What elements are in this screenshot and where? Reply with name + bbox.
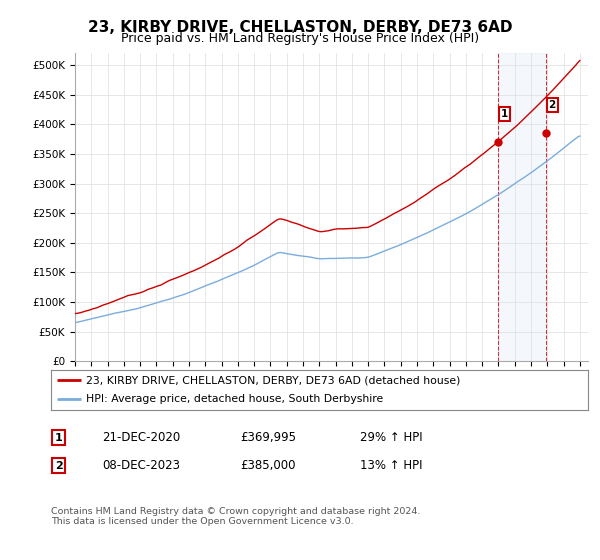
Text: 13% ↑ HPI: 13% ↑ HPI xyxy=(360,459,422,473)
Text: 2: 2 xyxy=(55,461,62,471)
Text: HPI: Average price, detached house, South Derbyshire: HPI: Average price, detached house, Sout… xyxy=(86,394,383,404)
Text: £385,000: £385,000 xyxy=(240,459,296,473)
Text: 23, KIRBY DRIVE, CHELLASTON, DERBY, DE73 6AD: 23, KIRBY DRIVE, CHELLASTON, DERBY, DE73… xyxy=(88,20,512,35)
Text: Contains HM Land Registry data © Crown copyright and database right 2024.
This d: Contains HM Land Registry data © Crown c… xyxy=(51,507,421,526)
Text: 08-DEC-2023: 08-DEC-2023 xyxy=(102,459,180,473)
Bar xyxy=(498,53,546,361)
Text: 1: 1 xyxy=(55,433,62,443)
Text: 29% ↑ HPI: 29% ↑ HPI xyxy=(360,431,422,445)
Text: 1: 1 xyxy=(500,109,508,119)
Text: 21-DEC-2020: 21-DEC-2020 xyxy=(102,431,180,445)
Text: Price paid vs. HM Land Registry's House Price Index (HPI): Price paid vs. HM Land Registry's House … xyxy=(121,32,479,45)
Text: 23, KIRBY DRIVE, CHELLASTON, DERBY, DE73 6AD (detached house): 23, KIRBY DRIVE, CHELLASTON, DERBY, DE73… xyxy=(86,376,460,385)
Text: 2: 2 xyxy=(548,100,556,110)
Text: £369,995: £369,995 xyxy=(240,431,296,445)
